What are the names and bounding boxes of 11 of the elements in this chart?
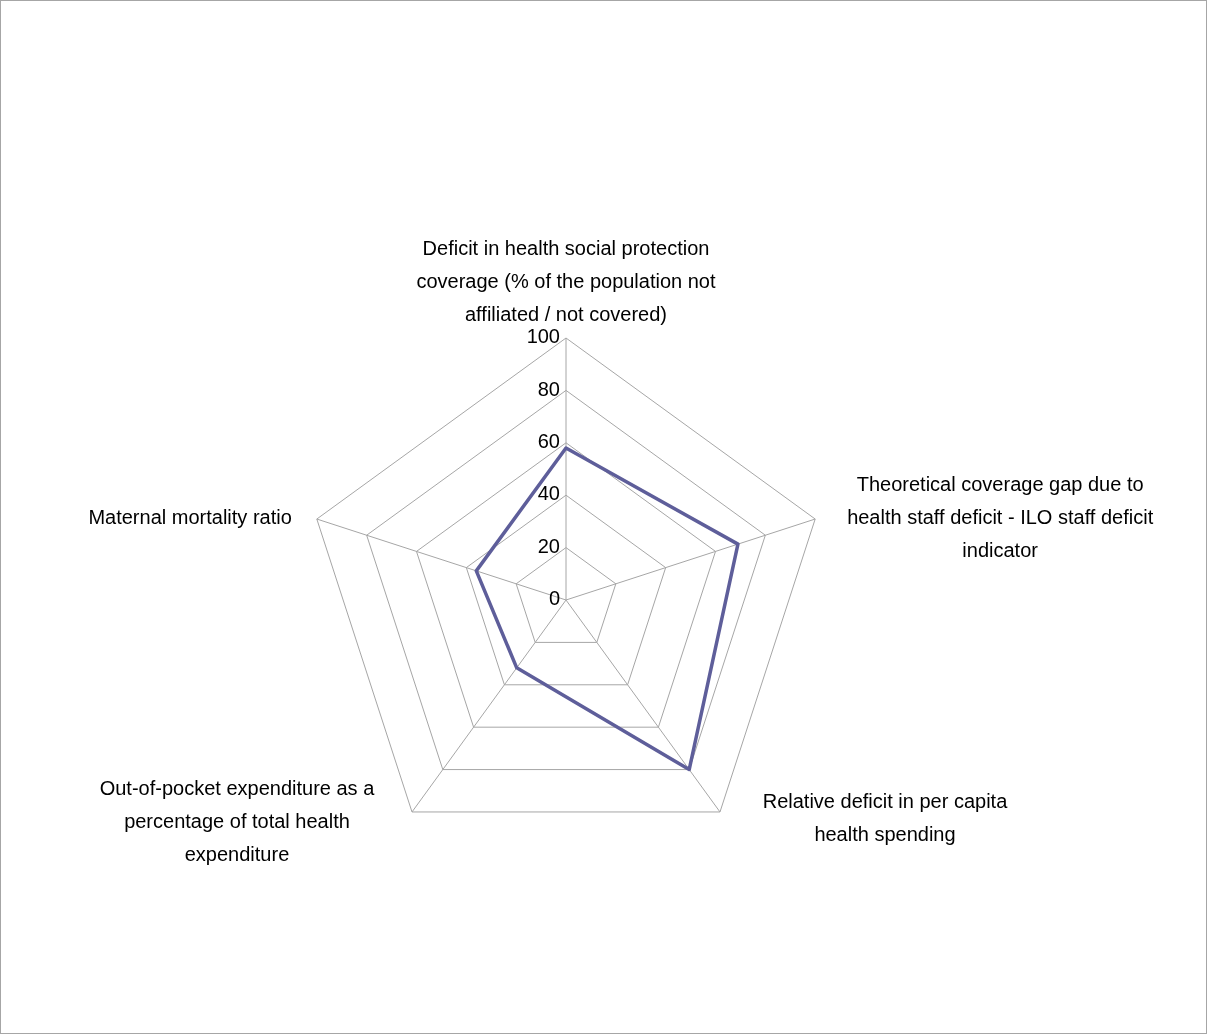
y-tick-label: 100: [526, 325, 560, 348]
spoke-label: Relative deficit in per capita health spending: [762, 790, 1009, 846]
spoke-label: Out-of-pocket expenditure as a percentage of total health expenditure: [99, 777, 376, 866]
spoke-label: Maternal mortality ratio: [88, 506, 292, 529]
y-tick-label: 20: [537, 534, 560, 557]
y-tick-label: 60: [537, 430, 560, 453]
spoke-label: Theoretical coverage gap due to health staff deficit - ILO staff deficit indicator: [847, 473, 1154, 562]
y-tick-label: 40: [537, 482, 560, 505]
y-tick-label: 80: [537, 377, 560, 400]
y-tick-label: 0: [548, 587, 560, 610]
spoke-label: Deficit in health social protection coverage (% of the population not affiliated / not covered): [416, 237, 716, 326]
